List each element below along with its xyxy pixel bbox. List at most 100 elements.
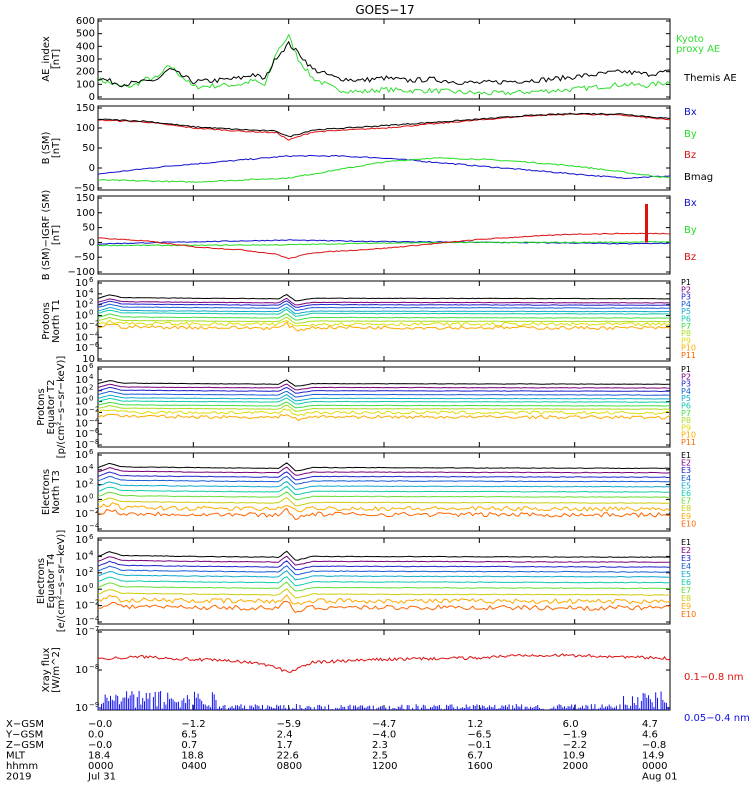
y-tick-label: 10	[75, 321, 88, 332]
channel-e8	[97, 588, 671, 599]
ylabel-line: North T3	[51, 470, 62, 514]
legend-e10: E10	[681, 519, 696, 528]
ylabel-line: Equator T4	[46, 554, 57, 609]
series-bz	[97, 113, 670, 141]
y-tick-label: 0	[89, 163, 95, 174]
ylabel-line: Electrons	[41, 469, 52, 515]
panel-ylabel-en: ElectronsNorth T3	[41, 469, 62, 515]
ephem-value: Jul 31	[87, 772, 116, 783]
legend-p5: P5	[681, 394, 691, 403]
channel-p3	[97, 300, 671, 308]
ephem-value: −0.1	[467, 740, 491, 751]
channel-p1	[97, 379, 671, 387]
channel-e9	[97, 594, 671, 606]
y-tick-label: 10	[75, 429, 88, 440]
legend-e6: E6	[681, 489, 691, 498]
channel-p6	[97, 308, 671, 317]
channel-p7	[97, 313, 671, 321]
channel-p10	[97, 413, 671, 422]
y-tick-exponent: 6	[89, 448, 94, 456]
channel-e4	[97, 565, 671, 576]
panel-stack: AE_index[nT]6005004003002001000Kyotoprox…	[36, 16, 750, 724]
legend-e4: E4	[681, 562, 691, 571]
legend-kyoto: Kyoto	[676, 34, 704, 45]
y-tick-label: 10	[75, 509, 88, 520]
ephem-value: 1600	[467, 761, 492, 772]
channel-p1	[97, 294, 671, 302]
legend-e2: E2	[681, 546, 691, 555]
y-tick-label: 50	[82, 223, 95, 234]
series-xray-long	[97, 653, 671, 673]
channel-e4	[97, 475, 671, 485]
y-tick-label: 500	[76, 29, 95, 40]
y-tick-exponent: 2	[89, 298, 93, 306]
y-tick-label: 10	[75, 407, 88, 418]
ephem-value: −2.2	[563, 740, 587, 751]
ephem-row-label: hhmm	[6, 761, 38, 772]
channel-e2	[97, 555, 671, 566]
y-tick-label: 0	[89, 237, 95, 248]
y-tick-label: 10	[75, 551, 88, 562]
legend-xray-long: 0.1−0.8 nm	[684, 672, 743, 683]
y-tick-label: 150	[76, 103, 95, 114]
panel-ylabel-pn: ProtonsNorth T1	[41, 299, 62, 343]
y-tick-label: 10	[75, 568, 88, 579]
ephem-value: −1.2	[181, 719, 205, 730]
series-themis-ae	[97, 40, 670, 88]
y-tick-exponent: 0	[89, 309, 93, 317]
y-tick-exponent: 4	[89, 549, 94, 557]
channel-p7	[97, 401, 670, 409]
legend-p5: P5	[681, 307, 691, 316]
legend-p1: P1	[681, 365, 691, 374]
y-tick-exponent: 4	[89, 373, 94, 381]
legend-by: By	[684, 129, 697, 140]
channel-p4	[97, 390, 671, 398]
legend-e6: E6	[681, 578, 691, 587]
plot-title: GOES−17	[355, 3, 414, 17]
y-tick-label: 600	[76, 16, 95, 27]
channel-e7	[97, 491, 671, 501]
legend-e2: E2	[681, 459, 691, 468]
y-tick-label: 10	[75, 601, 88, 612]
ephem-value: −0.8	[642, 740, 666, 751]
y-tick-label: 10	[75, 278, 88, 289]
ephem-value: 4.7	[642, 719, 658, 730]
legend-bz: Bz	[684, 150, 696, 161]
channel-p5	[97, 394, 671, 402]
ylabel-line: Equator T2	[46, 380, 57, 435]
y-tick-exponent: −2	[89, 507, 99, 515]
channel-e5	[97, 480, 671, 491]
legend-e5: E5	[681, 570, 691, 579]
channel-e6	[97, 485, 670, 495]
ylabel-line: [W/m^2]	[51, 647, 62, 693]
y-tick-label: 10	[75, 397, 88, 408]
y-tick-label: 10	[75, 480, 88, 491]
ylabel-line: Electrons	[36, 558, 47, 604]
ephem-row-label: Z−GSM	[6, 740, 44, 751]
y-tick-exponent: 0	[89, 395, 93, 403]
y-tick-label: 10	[75, 465, 88, 476]
channel-e1	[97, 550, 671, 561]
ephem-value: −0.0	[88, 719, 112, 730]
y-tick-label: 100	[76, 123, 95, 134]
y-tick-label: 10	[75, 289, 88, 300]
y-tick-label: 10	[82, 354, 95, 365]
y-tick-label: 100	[76, 79, 95, 90]
legend-p3: P3	[681, 293, 691, 302]
channel-e3	[97, 471, 671, 481]
legend-p6: P6	[681, 402, 691, 411]
y-tick-exponent: −7	[89, 625, 99, 633]
legend-e1: E1	[681, 451, 691, 460]
panel-ylabel-dbsm: B (SM)−IGRF (SM)[nT]	[41, 190, 62, 281]
series-by	[97, 157, 671, 183]
y-tick-label: −100	[68, 267, 95, 278]
y-tick-label: 400	[76, 41, 95, 52]
legend-p2: P2	[681, 285, 691, 294]
legend-e3: E3	[681, 466, 691, 475]
legend-e7: E7	[681, 497, 691, 506]
series-kyoto-proxy-ae	[97, 33, 671, 96]
y-tick-exponent: 2	[89, 384, 93, 392]
